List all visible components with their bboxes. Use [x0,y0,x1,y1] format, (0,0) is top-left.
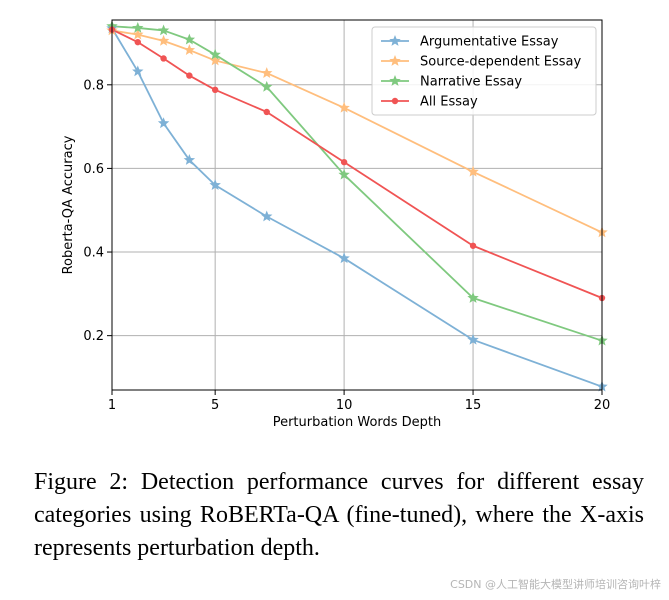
plot-frame [111,19,603,391]
data-point [132,28,144,40]
y-axis-label: Roberta-QA Accuracy [61,135,76,274]
data-point [160,55,167,62]
data-point [157,34,170,46]
legend-label: Narrative Essay [420,75,522,90]
data-point [467,165,479,177]
data-point [183,33,196,45]
data-point [391,97,399,105]
data-point [132,65,144,77]
data-point [209,48,221,60]
data-point [186,72,193,79]
legend: Argumentative Essay Source-dependent Essa… [371,26,597,116]
data-point [467,292,479,303]
data-point [183,44,196,55]
data-point [261,80,273,92]
data-point [209,179,221,190]
figure-caption: Figure 2: Detection performance curves f… [34,469,644,561]
data-point [263,108,270,116]
data-point [211,86,219,94]
x-tick-label: 15 [465,398,482,413]
data-point [340,158,348,166]
x-tick-label: 1 [108,398,116,413]
watermark: CSDN @人工智能大模型讲师培训咨询叶梓 [450,578,661,591]
data-point [338,252,350,264]
legend-label: All Essay [420,95,478,110]
y-axis-ticks: 0.2 0.4 0.6 0.8 [83,78,112,344]
data-point [134,38,141,46]
data-point [467,333,479,345]
data-point [389,75,401,86]
y-tick-label: 0.6 [83,162,104,177]
data-point [469,242,477,249]
x-tick-label: 5 [211,398,219,413]
y-tick-label: 0.2 [83,329,104,344]
legend-label: Source-dependent Essay [420,55,582,70]
data-point [338,101,350,113]
data-point [389,35,401,46]
data-point [389,55,401,66]
data-point [261,210,273,222]
data-point [157,24,170,36]
data-point [132,21,144,33]
x-tick-label: 20 [594,398,611,413]
chart: 1 5 10 15 20 0.20.40.60.8 Perturbation Words… [61,19,610,430]
data-point [209,54,221,66]
data-point [261,67,273,78]
legend-label: Argumentative Essay [420,35,559,50]
data-point [338,168,350,180]
data-point [183,154,196,165]
legend-box [371,26,597,116]
x-axis-ticks: 1 5 10 15 20 [108,390,610,413]
data-point [157,117,170,129]
y-tick-label: 0.8 [83,78,104,93]
x-tick-label: 10 [336,398,353,413]
x-axis-label: Perturbation Words Depth [273,415,442,430]
y-tick-label: 0.4 [83,246,104,261]
